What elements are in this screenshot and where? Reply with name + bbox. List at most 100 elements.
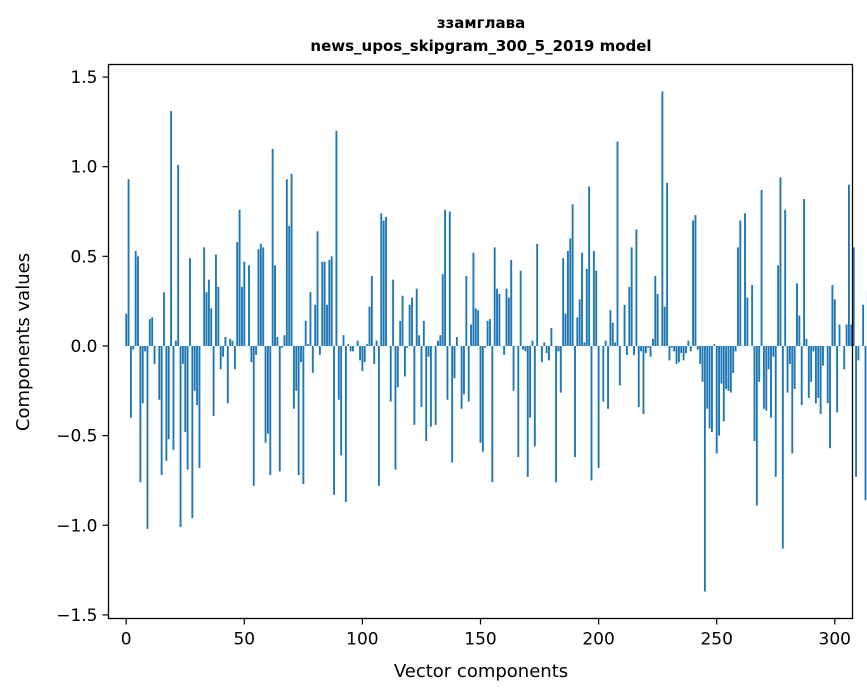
- bar-59: [264, 345, 267, 443]
- bar-224: [654, 276, 657, 346]
- bar-160: [503, 345, 506, 355]
- bar-10: [148, 319, 151, 346]
- bar-235: [680, 345, 683, 354]
- bar-85: [326, 304, 328, 346]
- y-tick-label: 1.5: [70, 68, 97, 88]
- bar-40: [219, 345, 222, 370]
- bar-249: [713, 344, 716, 346]
- bar-69: [288, 225, 291, 346]
- bar-115: [396, 345, 399, 388]
- bar-244: [701, 345, 704, 382]
- bar-11: [151, 317, 154, 346]
- bar-61: [269, 345, 272, 476]
- bar-28: [191, 345, 194, 519]
- bar-176: [540, 345, 543, 363]
- y-tick-label: 0.0: [70, 337, 97, 357]
- x-tick-label: 300: [819, 630, 851, 650]
- bar-166: [517, 345, 520, 458]
- bar-162: [507, 297, 510, 346]
- bar-155: [491, 345, 494, 483]
- bar-308: [852, 247, 855, 346]
- bar-17: [165, 345, 168, 461]
- bar-9: [146, 345, 149, 529]
- bar-163: [510, 259, 513, 346]
- bar-108: [380, 213, 383, 346]
- bar-158: [498, 293, 501, 346]
- bar-34: [205, 292, 208, 346]
- bar-194: [583, 342, 586, 346]
- chart-title-line2: news_upos_skipgram_300_5_2019 model: [310, 37, 651, 55]
- bar-143: [463, 345, 465, 395]
- bar-146: [470, 324, 472, 346]
- bar-80: [314, 304, 317, 346]
- bar-223: [651, 338, 654, 346]
- bar-55: [255, 345, 258, 355]
- bar-241: [694, 215, 697, 346]
- bar-294: [819, 345, 822, 415]
- bar-83: [321, 261, 324, 346]
- bar-1: [127, 179, 130, 346]
- bar-196: [588, 186, 591, 346]
- bar-209: [618, 345, 621, 386]
- bar-21: [174, 340, 177, 346]
- bar-272: [767, 345, 770, 370]
- y-tick-label: 1.0: [70, 158, 97, 178]
- bar-124: [418, 335, 421, 346]
- bar-75: [302, 345, 305, 485]
- bar-221: [647, 345, 650, 348]
- bar-57: [259, 243, 262, 346]
- bar-104: [370, 276, 373, 346]
- y-axis-label: Components values: [13, 253, 34, 431]
- bar-279: [784, 209, 787, 346]
- bar-276: [777, 265, 780, 346]
- bar-198: [592, 250, 595, 346]
- bar-251: [718, 345, 720, 436]
- bar-50: [243, 261, 246, 346]
- x-tick-label: 100: [346, 630, 378, 650]
- bar-134: [441, 274, 444, 346]
- bar-62: [271, 148, 274, 346]
- x-tick-label: 50: [233, 630, 255, 650]
- bar-82: [318, 345, 321, 355]
- x-tick-label: 150: [464, 630, 496, 650]
- bar-253: [722, 345, 725, 422]
- bar-263: [746, 297, 749, 346]
- bar-46: [233, 345, 236, 370]
- bar-89: [335, 130, 338, 346]
- bar-4: [134, 250, 137, 346]
- bar-145: [467, 345, 470, 402]
- bar-142: [460, 345, 463, 409]
- bar-183: [557, 345, 560, 352]
- bar-99: [359, 345, 361, 361]
- bar-211: [623, 304, 626, 346]
- bar-79: [311, 345, 314, 373]
- bar-106: [375, 340, 378, 346]
- bar-67: [283, 335, 286, 346]
- y-tick-label: −1.0: [56, 516, 97, 536]
- bar-7: [141, 345, 144, 404]
- bar-291: [812, 345, 815, 352]
- bar-26: [186, 345, 189, 470]
- bar-256: [729, 345, 732, 393]
- bar-173: [533, 345, 536, 447]
- bar-116: [399, 320, 402, 346]
- bar-298: [829, 345, 832, 449]
- bar-310: [857, 345, 860, 361]
- bar-90: [337, 345, 340, 400]
- bar-140: [455, 337, 458, 346]
- bar-123: [415, 288, 418, 346]
- bar-8: [144, 345, 147, 352]
- bar-148: [474, 308, 477, 346]
- bar-242: [696, 345, 699, 350]
- bar-12: [153, 345, 156, 364]
- bar-110: [385, 216, 387, 346]
- bar-121: [411, 297, 413, 346]
- bar-100: [361, 345, 364, 372]
- bar-239: [689, 345, 692, 352]
- bar-109: [382, 220, 385, 346]
- bar-81: [316, 231, 319, 346]
- bar-189: [571, 204, 574, 346]
- bar-43: [226, 345, 229, 404]
- bar-3: [132, 345, 135, 350]
- bar-227: [661, 91, 664, 346]
